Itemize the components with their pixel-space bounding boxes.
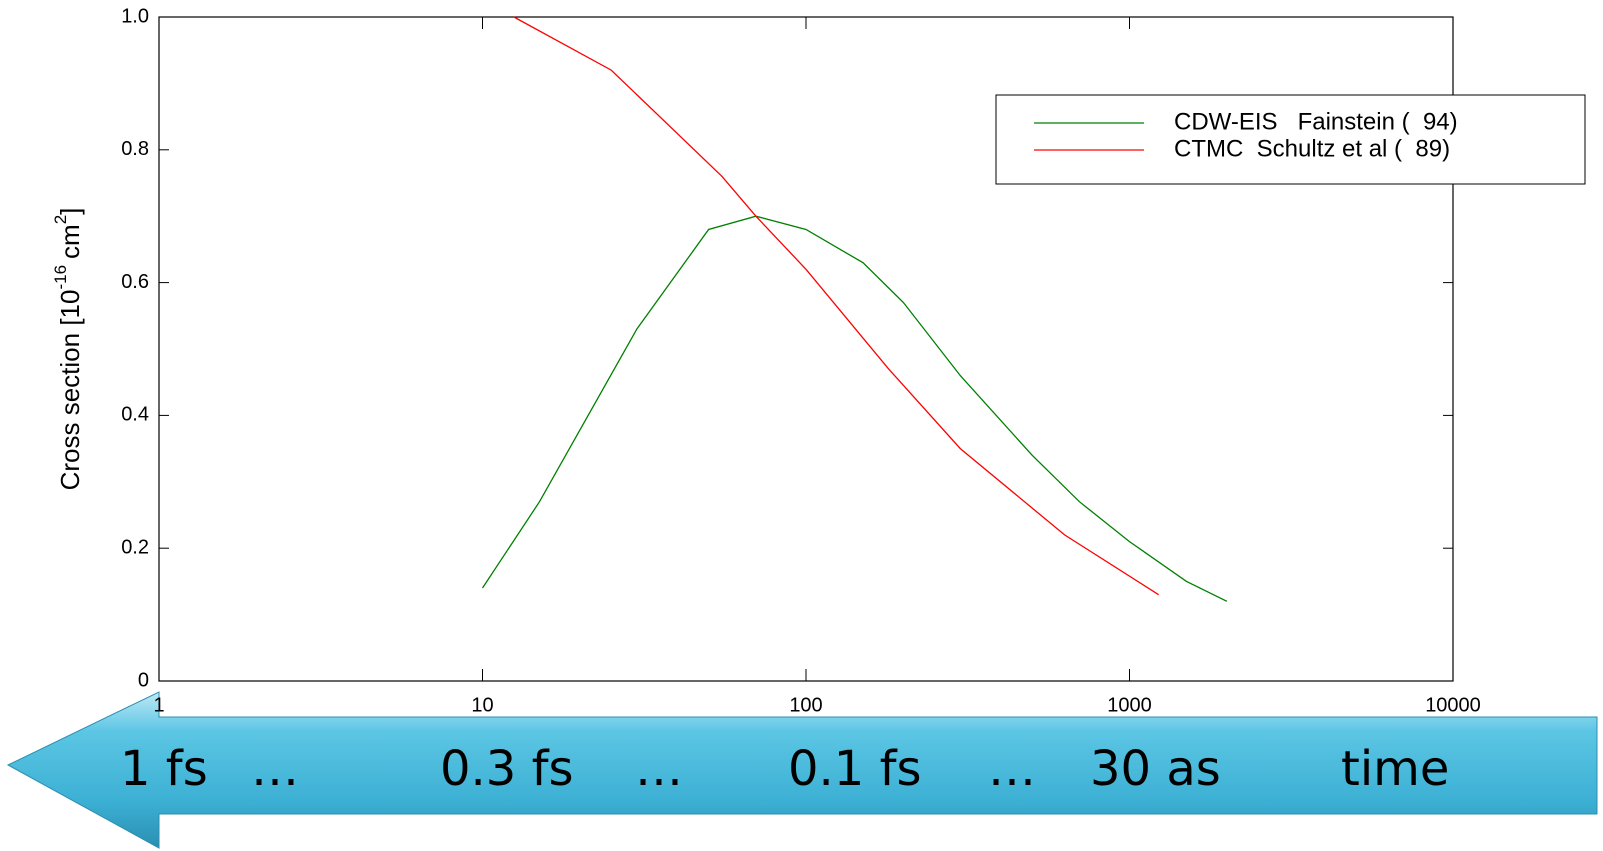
legend-box [995, 94, 1586, 185]
legend-label: CTMC Schultz et al ( 89) [1174, 135, 1450, 162]
y-label-exp: -16 [51, 265, 70, 290]
x-tick-label: 1000 [1107, 694, 1152, 716]
y-axis-label: Cross section [10-16 cm2] [51, 208, 84, 491]
y-tick-label: 0.8 [121, 138, 149, 160]
series-line [513, 16, 1159, 596]
y-label-unit: cm [55, 224, 85, 259]
arrow-label: time [1341, 741, 1449, 797]
time-arrow [6, 691, 1598, 849]
x-tick-label: 10 [471, 694, 493, 716]
arrow-label: … [988, 741, 1036, 797]
x-tick-label: 100 [789, 694, 822, 716]
series-line [481, 215, 1228, 602]
y-tick-label: 0.4 [121, 404, 149, 426]
x-tick-label: 10000 [1425, 694, 1481, 716]
y-label-unit-exp: 2 [51, 215, 70, 224]
y-tick-label: 0.6 [121, 271, 149, 293]
x-tick-label: 1 [153, 694, 164, 716]
arrow-label: 0.3 fs [440, 741, 574, 797]
arrow-label: … [251, 741, 299, 797]
arrow-label: 30 as [1090, 741, 1221, 797]
arrow-label: … [635, 741, 683, 797]
y-label-text: Cross section [10 [55, 290, 85, 491]
arrow-label: 0.1 fs [788, 741, 922, 797]
y-tick-label: 0.2 [121, 536, 149, 558]
y-tick-label: 1.0 [121, 5, 149, 27]
y-tick-label: 0 [138, 669, 149, 691]
legend-label: CDW-EIS Fainstein ( 94) [1174, 108, 1458, 135]
arrow-label: 1 fs [120, 741, 208, 797]
y-label-close: ] [55, 208, 85, 215]
